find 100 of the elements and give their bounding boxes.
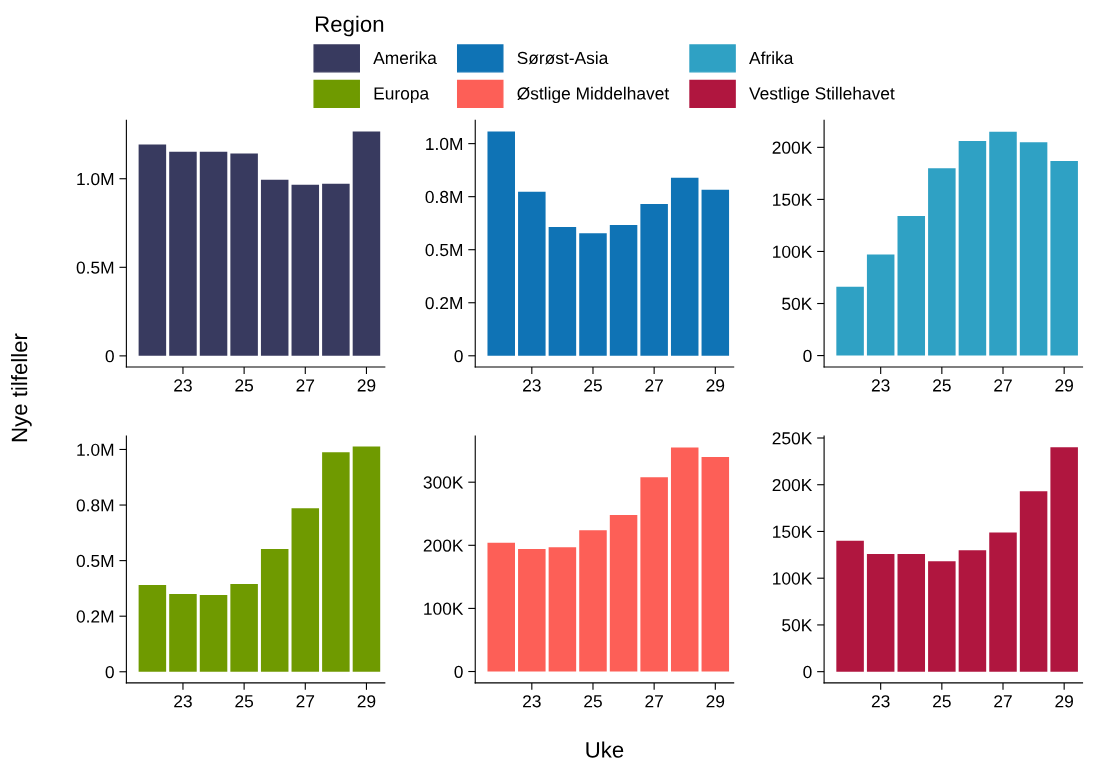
bar: [322, 452, 350, 672]
x-tick-label: 23: [871, 695, 890, 708]
x-tick-label: 25: [933, 379, 951, 392]
x-tick-label: 27: [296, 379, 315, 392]
y-tick-label: 0: [105, 665, 114, 679]
bar: [518, 549, 546, 672]
y-tick-label: 0: [454, 665, 463, 678]
legend-label: Europa: [374, 87, 430, 104]
bar: [138, 144, 167, 356]
x-tick-label: 29: [1055, 379, 1073, 392]
y-tick-label: 300K: [423, 476, 464, 489]
x-tick-label: 27: [994, 379, 1012, 392]
y-tick-label: 200K: [423, 539, 464, 552]
y-tick-label: 1.0M: [426, 137, 463, 151]
x-tick-label: 27: [994, 695, 1012, 708]
y-tick-label: 0.2M: [425, 296, 463, 310]
x-tick-label: 29: [357, 379, 376, 392]
bar: [291, 508, 320, 672]
x-tick-label: 23: [523, 379, 541, 392]
y-tick-label: 100K: [773, 572, 813, 585]
bar: [352, 131, 381, 356]
y-tick-label: 250K: [772, 432, 813, 445]
bar: [579, 530, 607, 672]
bar: [670, 177, 699, 356]
y-tick-label: 0.5M: [76, 261, 114, 274]
bar: [609, 225, 638, 356]
x-tick-label: 25: [235, 379, 254, 392]
bar: [701, 456, 730, 672]
y-tick-label: 0.8M: [76, 499, 114, 512]
y-tick-label: 50K: [782, 297, 813, 310]
x-tick-label: 29: [357, 695, 376, 708]
bar: [230, 153, 258, 356]
x-tick-label: 25: [584, 695, 602, 708]
x-tick-label: 23: [523, 695, 541, 708]
bar: [199, 595, 228, 672]
bar: [548, 547, 577, 672]
bar: [260, 179, 289, 356]
bar: [1050, 160, 1078, 356]
bar: [640, 203, 668, 356]
x-tick-label: 27: [645, 695, 663, 708]
legend-label: Vestlige Stillehavet: [749, 86, 895, 104]
bar: [897, 216, 926, 356]
bar: [230, 583, 258, 672]
bar: [1050, 447, 1078, 672]
legend-label: Sørøst-Asia: [517, 51, 609, 65]
y-tick-label: 200K: [772, 478, 813, 492]
y-tick-label: 100K: [424, 602, 464, 615]
x-tick-label: 29: [1055, 695, 1073, 708]
y-tick-label: 0.8M: [425, 190, 463, 204]
bar: [487, 131, 515, 356]
y-tick-label: 0.5M: [76, 554, 114, 568]
y-tick-label: 0.5M: [425, 243, 463, 257]
x-tick-label: 25: [584, 379, 602, 392]
bar: [640, 477, 668, 672]
bar: [958, 550, 987, 672]
bar: [518, 191, 546, 356]
y-tick-label: 1.0M: [77, 443, 114, 456]
y-tick-label: 50K: [782, 619, 813, 632]
y-tick-label: 200K: [772, 141, 813, 154]
y-axis-title: Nye tilfeller: [10, 333, 32, 442]
bar: [989, 532, 1017, 672]
x-tick-label: 23: [871, 379, 890, 392]
bar: [836, 540, 864, 672]
x-tick-label: 29: [706, 695, 725, 708]
bar: [928, 168, 956, 356]
bar: [958, 141, 987, 356]
legend-title: Region: [315, 15, 384, 37]
bar: [199, 151, 228, 356]
bar: [169, 593, 197, 672]
y-tick-label: 0: [803, 665, 812, 679]
bar: [352, 446, 381, 672]
bar: [928, 561, 956, 672]
y-tick-label: 150K: [773, 525, 813, 538]
bar: [322, 183, 350, 356]
legend-label: Amerika: [373, 51, 437, 65]
bar: [670, 447, 699, 672]
bar: [989, 131, 1017, 356]
bar: [609, 515, 638, 672]
x-axis-title: Uke: [586, 741, 624, 758]
x-tick-label: 25: [933, 695, 951, 708]
x-tick-label: 23: [174, 379, 192, 392]
y-tick-label: 150K: [773, 193, 813, 206]
bar: [1019, 142, 1048, 356]
legend-label: Afrika: [749, 51, 794, 65]
bar: [1019, 491, 1048, 672]
bar: [169, 151, 197, 356]
bar: [579, 233, 607, 356]
bar: [138, 585, 167, 672]
y-tick-label: 0: [454, 349, 463, 363]
y-tick-label: 0.2M: [76, 610, 114, 623]
bar: [836, 286, 864, 356]
bar: [866, 553, 895, 672]
bar: [291, 184, 320, 356]
bar: [548, 227, 577, 356]
bar: [897, 553, 926, 672]
legend-label: Østlige Middelhavet: [517, 86, 670, 104]
bar: [260, 549, 289, 672]
x-tick-label: 27: [645, 379, 663, 392]
x-tick-label: 27: [296, 695, 315, 708]
y-tick-label: 1.0M: [77, 172, 114, 186]
